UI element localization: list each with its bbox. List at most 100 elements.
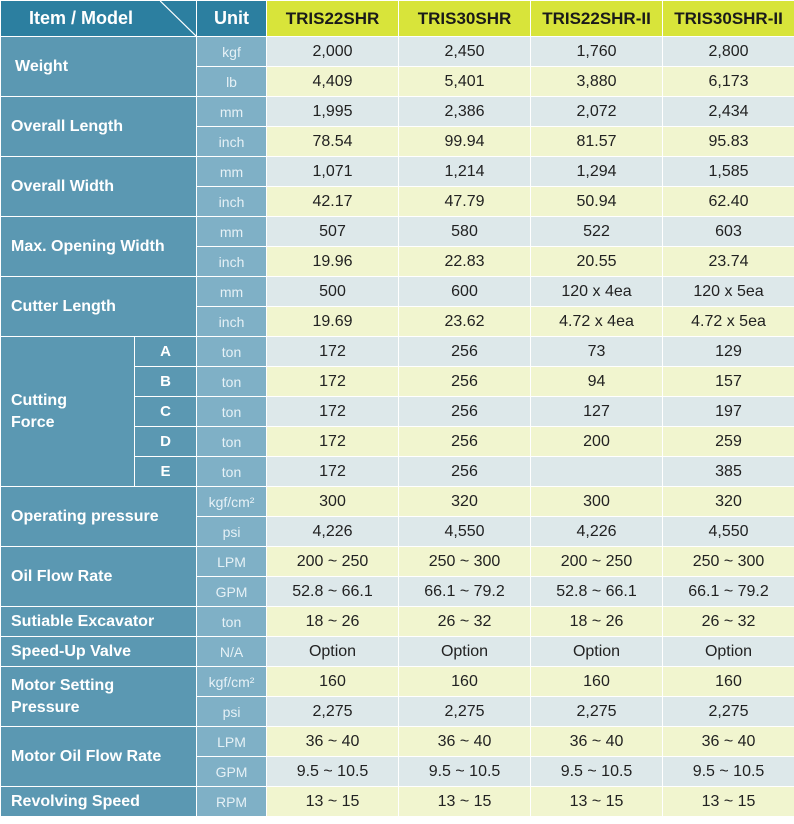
table-row: inch 42.17 47.79 50.94 62.40 [1, 186, 794, 217]
value-cell: 78.54 [266, 126, 400, 157]
value-cell: 2,275 [266, 696, 400, 727]
value-cell: 320 [398, 486, 532, 517]
unit-cell: inch [196, 186, 268, 217]
unit-cell: ton [196, 606, 268, 637]
item-label-cutter-length: Cutter Length [0, 276, 198, 337]
table-row: Oil Flow Rate LPM 200 ~ 250 250 ~ 300 20… [0, 546, 794, 607]
table-row: inch 78.54 99.94 81.57 95.83 [1, 126, 794, 157]
value-cell: 2,275 [662, 696, 794, 727]
value-cell: 4,226 [530, 516, 664, 547]
spec-body: Weight kgf 2,000 2,450 1,760 2,800 lb 4,… [0, 36, 794, 817]
value-cell: 2,800 [662, 36, 794, 67]
value-cell: 2,072 [530, 96, 664, 127]
value-cell: 1,294 [530, 156, 664, 187]
value-cell: 500 [266, 276, 400, 307]
value-cell: 81.57 [530, 126, 664, 157]
table-row: C ton 172 256 127 197 [1, 396, 794, 427]
item-label-operating-pressure: Operating pressure [0, 486, 198, 547]
item-label-max-opening-width: Max. Opening Width [0, 216, 198, 277]
unit-cell: kgf/cm² [196, 486, 268, 517]
value-cell [530, 456, 664, 487]
unit-cell: mm [196, 216, 268, 247]
value-cell: 580 [398, 216, 532, 247]
value-cell: 160 [398, 666, 532, 697]
value-cell: 3,880 [530, 66, 664, 97]
item-label-motor-oil-flow-rate: Motor Oil Flow Rate [0, 726, 198, 787]
item-label-weight: Weight [0, 36, 198, 97]
item-label-motor-setting-pressure: Motor Setting Pressure [0, 666, 198, 727]
value-cell: 50.94 [530, 186, 664, 217]
unit-cell: RPM [196, 786, 268, 817]
value-cell: 256 [398, 366, 532, 397]
value-cell: 36 ~ 40 [398, 726, 532, 757]
value-cell: 9.5 ~ 10.5 [398, 756, 532, 787]
unit-cell: psi [196, 696, 268, 727]
value-cell: 1,585 [662, 156, 794, 187]
unit-cell: GPM [196, 576, 268, 607]
table-row: Motor Setting Pressure kgf/cm² 160 160 1… [0, 666, 794, 727]
value-cell: 600 [398, 276, 532, 307]
value-cell: 507 [266, 216, 400, 247]
value-cell: 47.79 [398, 186, 532, 217]
value-cell: 1,760 [530, 36, 664, 67]
table-row: Revolving Speed RPM 13 ~ 15 13 ~ 15 13 ~… [0, 786, 794, 817]
value-cell: 172 [266, 426, 400, 457]
table-row: Overall Width mm 1,071 1,214 1,294 1,585 [0, 156, 794, 217]
value-cell: 36 ~ 40 [662, 726, 794, 757]
table-row: psi 4,226 4,550 4,226 4,550 [1, 516, 794, 547]
value-cell: 18 ~ 26 [530, 606, 664, 637]
unit-cell: lb [196, 66, 268, 97]
value-cell: 26 ~ 32 [398, 606, 532, 637]
value-cell: 13 ~ 15 [662, 786, 794, 817]
value-cell: 19.69 [266, 306, 400, 337]
value-cell: 4.72 x 4ea [530, 306, 664, 337]
value-cell: 256 [398, 426, 532, 457]
table-row: GPM 9.5 ~ 10.5 9.5 ~ 10.5 9.5 ~ 10.5 9.5… [1, 756, 794, 787]
value-cell: 95.83 [662, 126, 794, 157]
value-cell: 26 ~ 32 [662, 606, 794, 637]
value-cell: 2,275 [398, 696, 532, 727]
header-row: Item / Model Unit TRIS22SHR TRIS30SHR TR… [0, 0, 794, 37]
model-header-1: TRIS22SHR [266, 0, 400, 37]
unit-cell: ton [196, 366, 268, 397]
unit-cell: LPM [196, 726, 268, 757]
value-cell: 2,434 [662, 96, 794, 127]
unit-cell: kgf/cm² [196, 666, 268, 697]
value-cell: 172 [266, 456, 400, 487]
unit-cell: GPM [196, 756, 268, 787]
value-cell: Option [530, 636, 664, 667]
value-cell: 42.17 [266, 186, 400, 217]
value-cell: 129 [662, 336, 794, 367]
value-cell: 522 [530, 216, 664, 247]
table-row: Sutiable Excavator ton 18 ~ 26 26 ~ 32 1… [0, 606, 794, 637]
value-cell: 18 ~ 26 [266, 606, 400, 637]
unit-header: Unit [196, 0, 268, 37]
table-row: D ton 172 256 200 259 [1, 426, 794, 457]
value-cell: 4.72 x 5ea [662, 306, 794, 337]
table-row: inch 19.69 23.62 4.72 x 4ea 4.72 x 5ea [1, 306, 794, 337]
value-cell: 52.8 ~ 66.1 [266, 576, 400, 607]
value-cell: 20.55 [530, 246, 664, 277]
value-cell: Option [266, 636, 400, 667]
value-cell: 66.1 ~ 79.2 [398, 576, 532, 607]
value-cell: 2,386 [398, 96, 532, 127]
value-cell: 172 [266, 396, 400, 427]
diagonal-divider-icon [159, 1, 196, 36]
table-row: inch 19.96 22.83 20.55 23.74 [1, 246, 794, 277]
unit-cell: inch [196, 246, 268, 277]
sub-label: E [133, 456, 198, 487]
value-cell: 160 [530, 666, 664, 697]
sub-label: B [133, 366, 198, 397]
unit-cell: kgf [196, 36, 268, 67]
model-header-2: TRIS30SHR [398, 0, 532, 37]
value-cell: 73 [530, 336, 664, 367]
item-label-revolving-speed: Revolving Speed [0, 786, 198, 817]
unit-cell: psi [196, 516, 268, 547]
unit-cell: inch [196, 126, 268, 157]
value-cell: 36 ~ 40 [530, 726, 664, 757]
sub-label: A [133, 336, 198, 367]
value-cell: 197 [662, 396, 794, 427]
value-cell: 250 ~ 300 [398, 546, 532, 577]
unit-cell: LPM [196, 546, 268, 577]
table-row: Overall Length mm 1,995 2,386 2,072 2,43… [0, 96, 794, 157]
